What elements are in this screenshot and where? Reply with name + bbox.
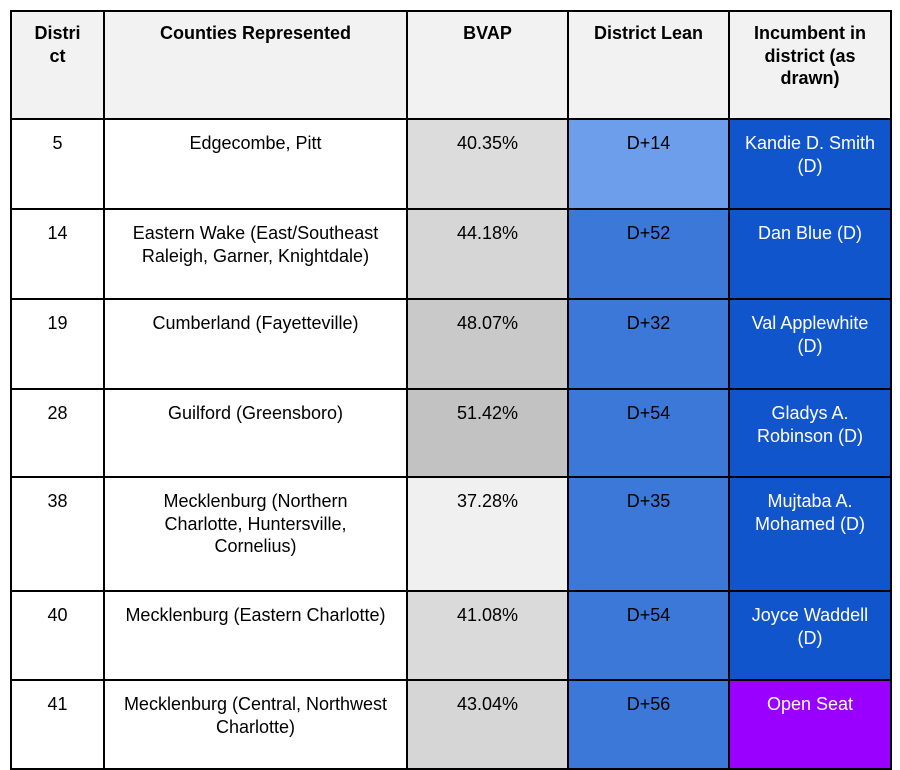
counties-cell: Mecklenburg (Northern Charlotte, Hunters… bbox=[103, 476, 408, 592]
bvap-cell: 51.42% bbox=[406, 388, 569, 478]
header-row: District Counties Represented BVAP Distr… bbox=[10, 10, 892, 120]
district-lean-cell: D+35 bbox=[567, 476, 730, 592]
incumbent-cell: Dan Blue (D) bbox=[728, 208, 892, 300]
counties-cell: Eastern Wake (East/Southeast Raleigh, Ga… bbox=[103, 208, 408, 300]
district-cell: 38 bbox=[10, 476, 105, 592]
counties-cell: Cumberland (Fayetteville) bbox=[103, 298, 408, 390]
district-lean-cell: D+54 bbox=[567, 590, 730, 681]
table-row: 5 Edgecombe, Pitt 40.35% D+14 Kandie D. … bbox=[10, 118, 892, 210]
district-cell: 14 bbox=[10, 208, 105, 300]
table-row: 14 Eastern Wake (East/Southeast Raleigh,… bbox=[10, 208, 892, 300]
district-cell: 19 bbox=[10, 298, 105, 390]
header-counties: Counties Represented bbox=[103, 10, 408, 120]
counties-cell: Guilford (Greensboro) bbox=[103, 388, 408, 478]
bvap-cell: 41.08% bbox=[406, 590, 569, 681]
header-district-lean: District Lean bbox=[567, 10, 730, 120]
page: District Counties Represented BVAP Distr… bbox=[10, 10, 892, 770]
counties-cell: Edgecombe, Pitt bbox=[103, 118, 408, 210]
counties-cell: Mecklenburg (Eastern Charlotte) bbox=[103, 590, 408, 681]
header-bvap: BVAP bbox=[406, 10, 569, 120]
district-lean-cell: D+14 bbox=[567, 118, 730, 210]
district-cell: 40 bbox=[10, 590, 105, 681]
incumbent-cell: Joyce Waddell (D) bbox=[728, 590, 892, 681]
district-lean-cell: D+54 bbox=[567, 388, 730, 478]
incumbent-cell: Kandie D. Smith (D) bbox=[728, 118, 892, 210]
district-lean-cell: D+52 bbox=[567, 208, 730, 300]
district-cell: 28 bbox=[10, 388, 105, 478]
table-row: 41 Mecklenburg (Central, Northwest Charl… bbox=[10, 679, 892, 770]
counties-cell: Mecklenburg (Central, Northwest Charlott… bbox=[103, 679, 408, 770]
bvap-cell: 43.04% bbox=[406, 679, 569, 770]
incumbent-cell: Gladys A. Robinson (D) bbox=[728, 388, 892, 478]
incumbent-cell: Val Applewhite (D) bbox=[728, 298, 892, 390]
district-lean-cell: D+56 bbox=[567, 679, 730, 770]
header-incumbent: Incumbent in district (as drawn) bbox=[728, 10, 892, 120]
incumbent-cell: Open Seat bbox=[728, 679, 892, 770]
incumbent-cell: Mujtaba A. Mohamed (D) bbox=[728, 476, 892, 592]
table-row: 19 Cumberland (Fayetteville) 48.07% D+32… bbox=[10, 298, 892, 390]
district-cell: 5 bbox=[10, 118, 105, 210]
header-district: District bbox=[10, 10, 105, 120]
table-body: 5 Edgecombe, Pitt 40.35% D+14 Kandie D. … bbox=[10, 118, 892, 770]
table-row: 40 Mecklenburg (Eastern Charlotte) 41.08… bbox=[10, 590, 892, 681]
table-row: 38 Mecklenburg (Northern Charlotte, Hunt… bbox=[10, 476, 892, 592]
bvap-cell: 48.07% bbox=[406, 298, 569, 390]
district-cell: 41 bbox=[10, 679, 105, 770]
district-table: District Counties Represented BVAP Distr… bbox=[10, 10, 892, 770]
bvap-cell: 44.18% bbox=[406, 208, 569, 300]
district-lean-cell: D+32 bbox=[567, 298, 730, 390]
bvap-cell: 37.28% bbox=[406, 476, 569, 592]
table-row: 28 Guilford (Greensboro) 51.42% D+54 Gla… bbox=[10, 388, 892, 478]
bvap-cell: 40.35% bbox=[406, 118, 569, 210]
